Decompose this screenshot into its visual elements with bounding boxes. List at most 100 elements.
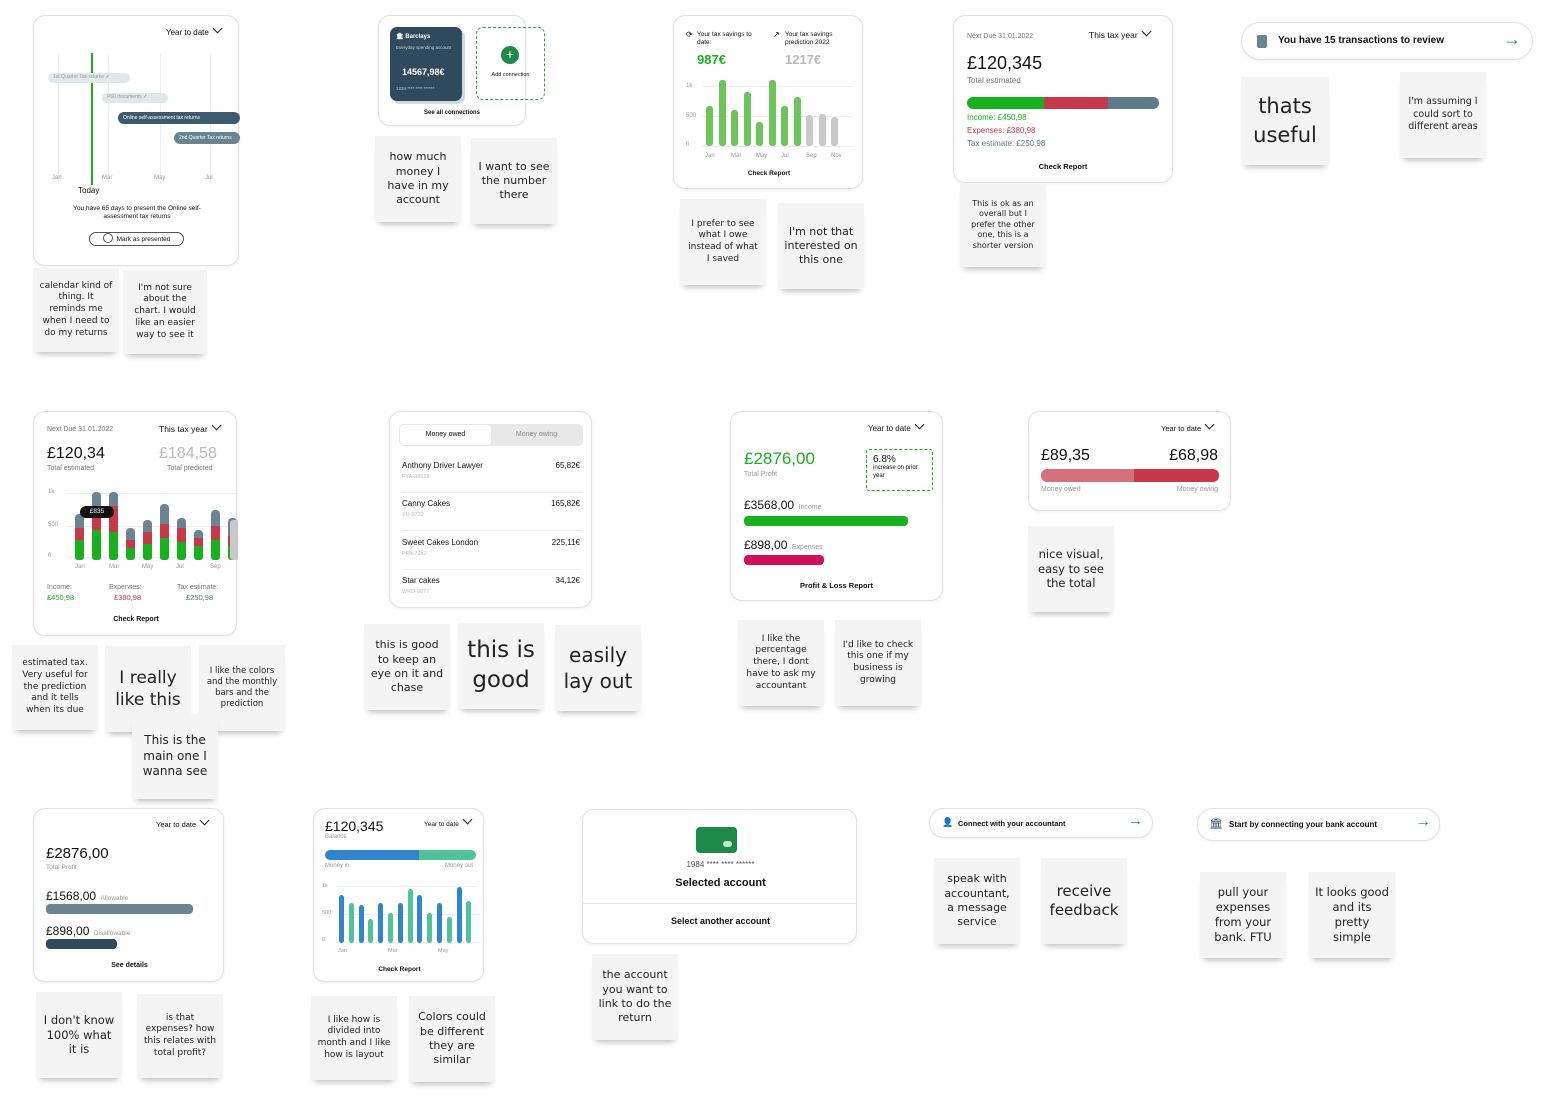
selected-account-card: 1984 **** **** ****** Selected account S… (582, 809, 857, 944)
y-tick: 1k (686, 83, 693, 89)
chart-bar (417, 895, 423, 943)
period-selector[interactable]: This tax year (1089, 26, 1152, 40)
sticky-note: I want to see the number there (471, 138, 557, 224)
selected-account-title: Selected account (675, 877, 766, 889)
tab-money-owed[interactable]: Money owed (400, 425, 491, 445)
month-label: Jul (205, 175, 213, 181)
period-selector[interactable]: Year to date (166, 23, 223, 37)
chart-bar (437, 903, 442, 943)
check-report-link[interactable]: Check Report (113, 616, 159, 623)
profit-amount: £2876,00 (46, 845, 109, 862)
period-selector[interactable]: Year to date (1161, 419, 1215, 433)
chart-bar (466, 901, 472, 943)
chart-bar-segment (143, 544, 152, 560)
bank-connections-card: 🏛 Barclays Everyday spending account 145… (378, 15, 545, 126)
stacked-bar (967, 97, 1159, 109)
check-report-link[interactable]: Check Report (747, 170, 791, 177)
sticky-note: I like how is divided into month and I l… (311, 996, 397, 1080)
client-amount: 165,82€ (551, 499, 580, 508)
total-profit-card: Year to date £2876,00 Total Profit £1568… (33, 808, 224, 982)
period-label: Year to date (868, 424, 911, 433)
income-line: Income: £450,98 (967, 113, 1027, 122)
growth-badge: 6.8% increase on prior year (866, 449, 933, 491)
money-owed-card: Money owed Money owing Anthony Driver La… (389, 411, 592, 608)
estimated-amount: £120,34 (47, 445, 105, 462)
growth-percent: 6.8% (873, 454, 896, 465)
chart-bar (407, 889, 413, 943)
owing-sub: Money owing (1176, 486, 1218, 493)
client-name: Canny Cakes (402, 499, 451, 508)
month-label: Jan (75, 564, 85, 570)
owing-amount: £68,98 (1169, 447, 1218, 464)
add-connection-button[interactable]: + Add connection (476, 27, 545, 100)
predicted-amount: £184,58 (159, 445, 217, 462)
gridline (336, 886, 478, 887)
chart-bar-segment (160, 504, 169, 524)
tax-label: Tax estimate: (177, 584, 219, 591)
connect-bank-banner[interactable]: 🏛 Start by connecting your bank account … (1197, 808, 1440, 841)
prediction-label: Your tax savings prediction 2022 (785, 31, 833, 47)
sticky-note: I like the percentage there, I dont have… (738, 620, 824, 706)
disallowable-row: £898,00 Disallowable (46, 922, 130, 940)
account-card[interactable]: 🏛 Barclays Everyday spending account 145… (390, 27, 462, 101)
client-amount: 65,82€ (555, 461, 580, 470)
trend-icon: ↗ (773, 30, 780, 39)
divider (583, 903, 856, 904)
timeline-pill[interactable]: 2nd Quarter Tax returns (174, 132, 240, 144)
gridline (68, 526, 238, 527)
check-report-link[interactable]: Check Report (378, 966, 421, 973)
tab-money-owing[interactable]: Money owing (515, 431, 558, 438)
arrow-right-icon[interactable]: → (1128, 812, 1143, 829)
month-label: May (154, 175, 166, 181)
chart-bar-segment (92, 492, 101, 508)
chart-bar-segment (177, 542, 186, 560)
chevron-down-icon (199, 815, 210, 826)
connect-accountant-banner[interactable]: 👤 Connect with your accountant → (929, 808, 1153, 838)
timeline-pill[interactable]: P60 documents ✓ (102, 93, 168, 103)
period-label: This tax year (1089, 30, 1138, 40)
chart-bar-segment (126, 528, 135, 540)
list-item[interactable]: Sweet Cakes London PPA-7282 225,11€ (402, 537, 582, 570)
arrow-right-icon[interactable]: → (1415, 813, 1431, 830)
tax-savings-card: ⟳ Your tax savings to date: 987€ ↗ Your … (673, 15, 863, 189)
sticky-note: I'm not that interested on this one (778, 203, 864, 289)
check-report-link[interactable]: Check Report (1038, 162, 1088, 171)
savings-bars (674, 16, 864, 190)
allowable-bar (46, 904, 193, 914)
list-item[interactable]: Star cakes WRD-9877 34,12€ (402, 575, 582, 603)
period-selector[interactable]: Year to date (156, 815, 210, 829)
profit-loss-report-link[interactable]: Profit & Loss Report (800, 581, 873, 590)
month-label: May (756, 153, 768, 159)
y-tick: 1k (322, 883, 328, 889)
expenses-bar (744, 555, 824, 565)
disallowable-sub: Disallowable (93, 930, 131, 937)
chart-bar-segment (194, 538, 203, 546)
sticky-note: I'm not sure about the chart. I would li… (123, 270, 207, 354)
list-item[interactable]: Canny Cakes YU-9732 165,82€ (402, 498, 582, 531)
mark-presented-button[interactable]: Mark as presented (89, 232, 184, 246)
list-item[interactable]: Anthony Driver Lawyer FYA-98628 65,82€ (402, 460, 582, 493)
savings-value: 987€ (697, 52, 726, 67)
chart-bar-segment (194, 546, 203, 560)
radio-icon (102, 233, 113, 244)
sticky-note: receive feedback (1041, 858, 1127, 944)
client-code: FYA-98628 (402, 474, 430, 480)
total-sub: Total estimated (967, 76, 1021, 85)
sticky-note: calendar kind of thing. It reminds me wh… (33, 268, 119, 352)
timeline-pill[interactable]: Online self-assessment tax returns (118, 112, 240, 124)
client-code: WRD-9877 (402, 589, 430, 595)
timeline-pill[interactable]: 1st Quarter Tax returns ✓ (48, 73, 130, 83)
period-selector[interactable]: Year to date (868, 419, 925, 433)
select-another-account-button[interactable]: Select another account (670, 916, 771, 926)
period-selector[interactable]: Year to date (424, 814, 473, 828)
growth-sub: increase on prior year (873, 465, 918, 479)
sticky-note: speak with accountant, a message service (934, 858, 1020, 944)
savings-icon: ⟳ (686, 30, 693, 39)
allowable-sub: Allowable (100, 895, 129, 902)
see-details-link[interactable]: See details (111, 962, 148, 969)
arrow-right-icon[interactable]: → (1503, 29, 1521, 49)
period-selector[interactable]: This tax year (159, 420, 222, 434)
month-label: Sep (210, 564, 221, 570)
review-transactions-banner[interactable]: You have 15 transactions to review → (1241, 22, 1533, 60)
see-all-connections-link[interactable]: See all connections (423, 110, 481, 116)
